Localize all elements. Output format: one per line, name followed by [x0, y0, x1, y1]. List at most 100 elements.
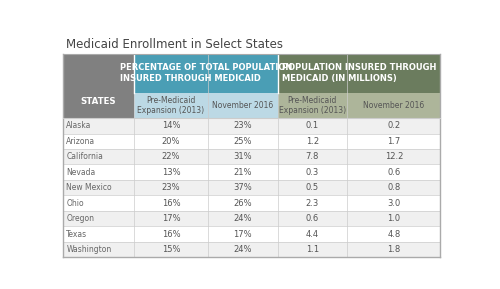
Text: Texas: Texas — [66, 229, 87, 238]
Text: 1.2: 1.2 — [306, 137, 319, 146]
Bar — [208, 211, 278, 226]
Text: Washington: Washington — [66, 245, 112, 254]
Text: 16%: 16% — [162, 229, 180, 238]
Bar — [348, 226, 440, 242]
Text: Ohio: Ohio — [66, 199, 84, 208]
Text: 17%: 17% — [162, 214, 180, 223]
Text: 2.3: 2.3 — [306, 199, 319, 208]
Text: 0.6: 0.6 — [387, 168, 400, 177]
Bar — [348, 211, 440, 226]
Bar — [278, 226, 347, 242]
Bar — [62, 226, 134, 242]
Text: 17%: 17% — [234, 229, 252, 238]
Bar — [134, 180, 208, 195]
Text: 0.5: 0.5 — [306, 183, 319, 192]
Bar — [62, 195, 134, 211]
Bar — [208, 118, 278, 134]
Text: 12.2: 12.2 — [384, 152, 403, 161]
Text: 1.1: 1.1 — [306, 245, 319, 254]
Text: 15%: 15% — [162, 245, 180, 254]
Text: 26%: 26% — [234, 199, 252, 208]
Text: 0.6: 0.6 — [306, 214, 319, 223]
Bar — [62, 92, 134, 118]
Bar — [62, 118, 134, 134]
Bar — [134, 53, 278, 92]
Bar — [62, 53, 134, 92]
Bar — [62, 134, 134, 149]
Text: 4.4: 4.4 — [306, 229, 319, 238]
Bar — [278, 195, 347, 211]
Bar — [348, 149, 440, 164]
Text: 0.2: 0.2 — [387, 121, 400, 130]
Text: 1.0: 1.0 — [387, 214, 400, 223]
Text: New Mexico: New Mexico — [66, 183, 112, 192]
Bar — [134, 226, 208, 242]
Text: 31%: 31% — [234, 152, 252, 161]
Text: 14%: 14% — [162, 121, 180, 130]
Bar — [208, 164, 278, 180]
Text: 37%: 37% — [234, 183, 252, 192]
Bar — [208, 226, 278, 242]
Bar — [348, 134, 440, 149]
Text: 3.0: 3.0 — [387, 199, 400, 208]
Text: POPULATION INSURED THROUGH
MEDICAID (IN MILLIONS): POPULATION INSURED THROUGH MEDICAID (IN … — [282, 63, 436, 83]
Bar — [348, 180, 440, 195]
Text: STATES: STATES — [80, 97, 116, 106]
Bar — [62, 149, 134, 164]
Text: 24%: 24% — [234, 245, 252, 254]
Bar — [134, 242, 208, 257]
Bar — [62, 180, 134, 195]
Text: 24%: 24% — [234, 214, 252, 223]
Text: 0.3: 0.3 — [306, 168, 319, 177]
Text: 0.1: 0.1 — [306, 121, 319, 130]
Text: 25%: 25% — [234, 137, 252, 146]
Bar — [208, 242, 278, 257]
Bar — [208, 149, 278, 164]
Bar — [208, 134, 278, 149]
Text: 23%: 23% — [162, 183, 180, 192]
Bar — [278, 242, 347, 257]
Text: California: California — [66, 152, 104, 161]
Text: 13%: 13% — [162, 168, 180, 177]
Bar — [278, 164, 347, 180]
Text: Alaska: Alaska — [66, 121, 92, 130]
Bar — [134, 92, 208, 118]
Text: 1.7: 1.7 — [387, 137, 400, 146]
Bar — [278, 92, 347, 118]
Text: Nevada: Nevada — [66, 168, 96, 177]
Text: Pre-Medicaid
Expansion (2013): Pre-Medicaid Expansion (2013) — [138, 96, 204, 115]
Bar — [278, 134, 347, 149]
Bar — [278, 149, 347, 164]
Text: 20%: 20% — [162, 137, 180, 146]
Bar — [278, 211, 347, 226]
Bar — [208, 195, 278, 211]
Text: 4.8: 4.8 — [387, 229, 400, 238]
Bar — [278, 180, 347, 195]
Text: 1.8: 1.8 — [387, 245, 400, 254]
Bar — [348, 195, 440, 211]
Bar — [134, 211, 208, 226]
Bar — [348, 242, 440, 257]
Text: PERCENTAGE OF TOTAL POPULATION
INSURED THROUGH MEDICAID: PERCENTAGE OF TOTAL POPULATION INSURED T… — [120, 63, 292, 83]
Text: November 2016: November 2016 — [363, 101, 424, 110]
Text: 22%: 22% — [162, 152, 180, 161]
Bar — [134, 164, 208, 180]
Text: Arizona: Arizona — [66, 137, 96, 146]
Text: Oregon: Oregon — [66, 214, 94, 223]
Bar — [278, 53, 440, 92]
Text: 0.8: 0.8 — [387, 183, 400, 192]
Text: November 2016: November 2016 — [212, 101, 274, 110]
Text: 21%: 21% — [234, 168, 252, 177]
Bar — [134, 134, 208, 149]
Bar — [348, 92, 440, 118]
Bar — [62, 242, 134, 257]
Bar — [348, 118, 440, 134]
Bar — [208, 180, 278, 195]
Bar — [134, 149, 208, 164]
Text: 23%: 23% — [234, 121, 252, 130]
Bar — [348, 164, 440, 180]
Bar — [134, 195, 208, 211]
Text: 16%: 16% — [162, 199, 180, 208]
Text: Medicaid Enrollment in Select States: Medicaid Enrollment in Select States — [66, 38, 284, 51]
Bar — [278, 118, 347, 134]
